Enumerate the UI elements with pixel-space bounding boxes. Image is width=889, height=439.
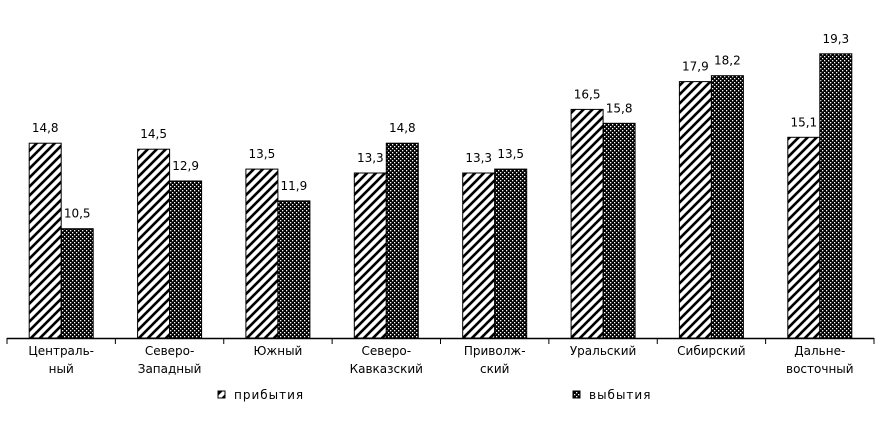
bar-arrival-1 — [137, 148, 171, 339]
data-label-departure-3: 14,8 — [389, 121, 416, 135]
data-label-departure-2: 11,9 — [281, 179, 308, 193]
bar-departure-2 — [277, 200, 311, 339]
data-label-arrival-4: 13,3 — [465, 151, 492, 165]
bar-arrival-7 — [787, 136, 821, 339]
bar-arrival-2 — [245, 168, 279, 339]
data-label-departure-7: 19,3 — [822, 32, 849, 46]
data-label-arrival-2: 13,5 — [249, 147, 276, 161]
category-label-7: Дальне-восточный — [786, 344, 854, 376]
data-label-arrival-3: 13,3 — [357, 151, 384, 165]
data-label-departure-0: 10,5 — [64, 207, 91, 221]
data-label-departure-5: 15,8 — [606, 101, 633, 115]
bar-departure-7 — [819, 53, 853, 339]
bar-arrival-3 — [353, 172, 387, 339]
category-label-1: Северо-Западный — [138, 344, 202, 376]
data-label-departure-1: 12,9 — [172, 159, 199, 173]
bar-arrival-4 — [462, 172, 496, 339]
data-label-arrival-1: 14,5 — [140, 127, 167, 141]
data-label-arrival-7: 15,1 — [790, 115, 817, 129]
bar-arrival-6 — [678, 81, 712, 339]
category-label-5: Уральский — [570, 344, 636, 358]
bar-arrival-5 — [570, 108, 604, 339]
data-label-departure-4: 13,5 — [497, 147, 524, 161]
data-label-arrival-5: 16,5 — [574, 87, 601, 101]
bar-departure-3 — [385, 142, 419, 339]
legend-label-departure: выбытия — [589, 388, 651, 402]
bar-departure-6 — [710, 75, 744, 339]
data-label-arrival-0: 14,8 — [32, 121, 59, 135]
data-label-departure-6: 18,2 — [714, 54, 741, 68]
legend-label-arrival: прибытия — [234, 388, 304, 402]
data-label-arrival-6: 17,9 — [682, 60, 709, 74]
category-label-0: Централь-ный — [28, 344, 94, 376]
legend-swatch-arrival — [217, 390, 226, 399]
bar-departure-4 — [494, 168, 528, 339]
category-label-3: Северо-Кавказский — [350, 344, 423, 376]
category-label-2: Южный — [253, 344, 302, 358]
bar-departure-1 — [169, 180, 203, 339]
legend-swatch-departure — [572, 390, 581, 399]
bar-arrival-0 — [28, 142, 62, 339]
bar-departure-0 — [60, 228, 94, 339]
bar-departure-5 — [602, 122, 636, 339]
category-label-6: Сибирский — [677, 344, 745, 358]
category-label-4: Приволж-ский — [464, 344, 526, 376]
